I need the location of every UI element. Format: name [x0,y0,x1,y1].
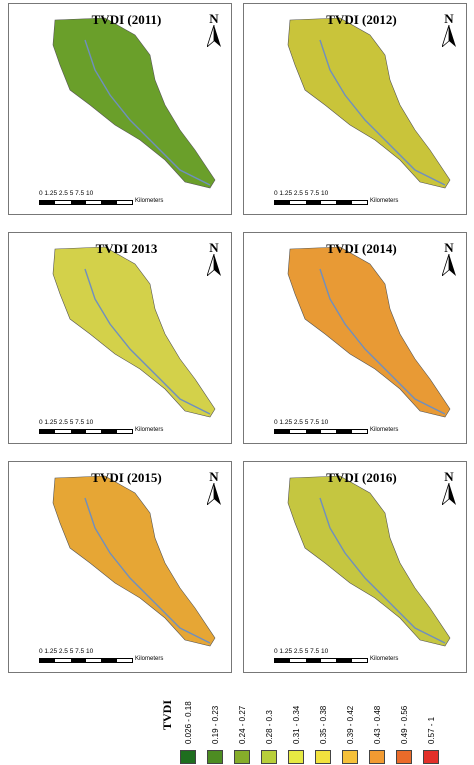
scale-bar: 0 1.25 2.5 5 7.5 10 Kilometers [39,190,189,212]
scale-unit: Kilometers [135,427,164,433]
legend-swatch [369,750,385,764]
scale-numbers: 0 1.25 2.5 5 7.5 10 [39,419,94,426]
legend-label: 0.19 - 0.23 [211,705,220,744]
legend-label: 0.35 - 0.38 [319,705,328,744]
north-arrow-icon: N [205,12,223,52]
panel-title: TVDI (2012) [326,12,397,27]
scale-numbers: 0 1.25 2.5 5 7.5 10 [274,419,329,426]
north-label: N [209,240,219,255]
map-panel: TVDI (2014) N 0 1.25 2.5 5 7.5 10 Kilome… [243,232,467,444]
legend-swatch [288,750,304,764]
north-arrow-icon: N [205,470,223,510]
legend-title: TVDI [160,699,174,730]
legend-swatch [342,750,358,764]
north-label: N [209,469,219,484]
map-panel: TVDI (2016) N 0 1.25 2.5 5 7.5 10 Kilome… [243,461,467,673]
north-arrow-icon: N [440,470,458,510]
scale-bar: 0 1.25 2.5 5 7.5 10 Kilometers [274,419,424,441]
legend-label: 0.49 - 0.56 [400,705,409,744]
legend-label: 0.39 - 0.42 [346,705,355,744]
panel-title: TVDI (2016) [326,470,397,485]
north-label: N [444,469,454,484]
watershed-map [287,17,451,189]
scale-numbers: 0 1.25 2.5 5 7.5 10 [39,648,94,655]
watershed-map [52,17,216,189]
legend-swatch [423,750,439,764]
scale-unit: Kilometers [370,656,399,662]
scale-bar: 0 1.25 2.5 5 7.5 10 Kilometers [39,419,189,441]
legend-label: 0.026 - 0.18 [184,701,193,744]
north-label: N [444,11,454,26]
panel-title: TVDI (2015) [91,470,162,485]
watershed-map [52,475,216,647]
map-panel: TVDI (2012) N 0 1.25 2.5 5 7.5 10 Kilome… [243,3,467,215]
north-arrow-icon: N [440,12,458,52]
map-panel: TVDI (2011) N 0 1.25 2.5 5 7.5 10 Kilome… [8,3,232,215]
scale-bar: 0 1.25 2.5 5 7.5 10 Kilometers [274,190,424,212]
legend-swatch [396,750,412,764]
north-arrow-icon: N [205,241,223,281]
watershed-map [287,246,451,418]
north-label: N [444,240,454,255]
north-label: N [209,11,219,26]
legend-swatch [315,750,331,764]
map-panel: TVDI 2013 N 0 1.25 2.5 5 7.5 10 Kilomete… [8,232,232,444]
north-arrow-icon: N [440,241,458,281]
legend: TVDI 0.026 - 0.18 0.19 - 0.23 0.24 - 0.27 0… [160,680,460,765]
legend-swatch [207,750,223,764]
scale-numbers: 0 1.25 2.5 5 7.5 10 [274,190,329,197]
scale-numbers: 0 1.25 2.5 5 7.5 10 [274,648,329,655]
legend-swatch [261,750,277,764]
legend-label: 0.24 - 0.27 [238,705,247,744]
legend-label: 0.28 - 0.3 [265,710,274,744]
scale-bar: 0 1.25 2.5 5 7.5 10 Kilometers [39,648,189,670]
scale-numbers: 0 1.25 2.5 5 7.5 10 [39,190,94,197]
legend-label: 0.43 - 0.48 [373,705,382,744]
map-panel: TVDI (2015) N 0 1.25 2.5 5 7.5 10 Kilome… [8,461,232,673]
watershed-map [287,475,451,647]
panel-title: TVDI (2011) [91,12,162,27]
scale-unit: Kilometers [370,427,399,433]
scale-unit: Kilometers [135,656,164,662]
legend-label: 0.57 - 1 [427,716,436,744]
scale-bar: 0 1.25 2.5 5 7.5 10 Kilometers [274,648,424,670]
legend-label: 0.31 - 0.34 [292,705,301,744]
scale-unit: Kilometers [370,198,399,204]
scale-unit: Kilometers [135,198,164,204]
panel-title: TVDI (2014) [326,241,397,256]
legend-swatch [234,750,250,764]
watershed-map [52,246,216,418]
legend-swatch [180,750,196,764]
panel-title: TVDI 2013 [95,241,158,256]
